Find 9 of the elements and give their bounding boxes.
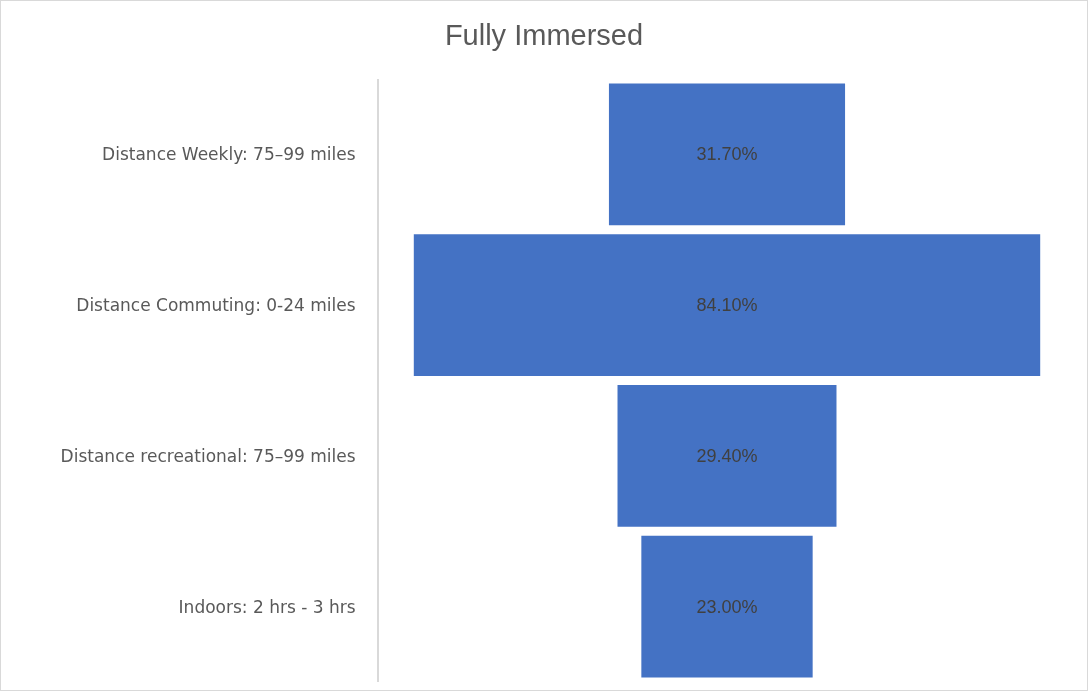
category-label: Indoors: 2 hrs - 3 hrs [178, 596, 356, 617]
data-label: 29.40% [696, 445, 758, 466]
category-label: Distance Weekly: 75–99 miles [102, 144, 356, 165]
data-label: 23.00% [696, 596, 758, 617]
category-label: Distance Commuting: 0-24 miles [76, 295, 356, 316]
data-label: 84.10% [696, 295, 758, 316]
category-label: Distance recreational: 75–99 miles [60, 445, 356, 466]
text: Fully Immersed [444, 19, 644, 52]
data-label: 31.70% [696, 144, 758, 165]
